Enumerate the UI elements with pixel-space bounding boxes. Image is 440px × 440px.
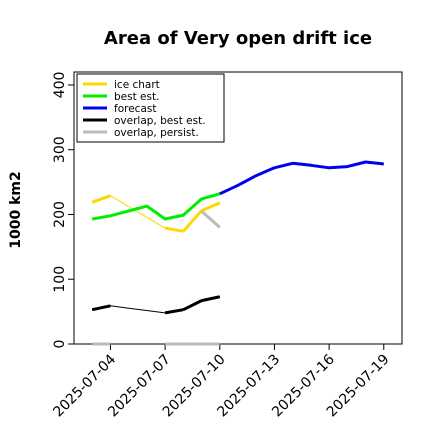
- series-ice-chart-run-0: [91, 194, 111, 204]
- series-overlap-best-est-run-2: [164, 308, 184, 315]
- y-tick-label-200: 200: [52, 201, 68, 228]
- series-overlap-best-est-run-3: [182, 299, 203, 312]
- series-forecast: [219, 160, 384, 196]
- series-overlap-best-est-run-0: [91, 304, 111, 312]
- series-overlap-best-est-connector: [92, 296, 220, 314]
- plot-frame: [73, 71, 403, 345]
- series-overlap-best-est-run-4: [201, 295, 221, 303]
- y-tick-label-400: 400: [52, 72, 68, 99]
- legend-label-best-est: best est.: [114, 91, 159, 103]
- legend-label-ice-chart: ice chart: [114, 79, 160, 91]
- series-ice-chart-run-3: [182, 209, 203, 233]
- chart-title: Area of Very open drift ice: [104, 28, 372, 49]
- y-tick-label-300: 300: [52, 136, 68, 163]
- legend-label-overlap-persist: overlap, persist.: [114, 127, 199, 139]
- y-tick-label-0: 0: [52, 340, 68, 349]
- series-ice-chart-run-2: [164, 226, 184, 233]
- series-overlap-persist-segment-2: [200, 210, 221, 229]
- legend-label-forecast: forecast: [114, 103, 156, 115]
- y-axis-label: 1000 km2: [8, 171, 24, 248]
- series-best-est: [91, 192, 221, 221]
- y-tick-label-100: 100: [52, 266, 68, 293]
- series-ice-chart-run-4: [200, 201, 221, 212]
- legend-label-overlap-best-est: overlap, best est.: [114, 115, 206, 127]
